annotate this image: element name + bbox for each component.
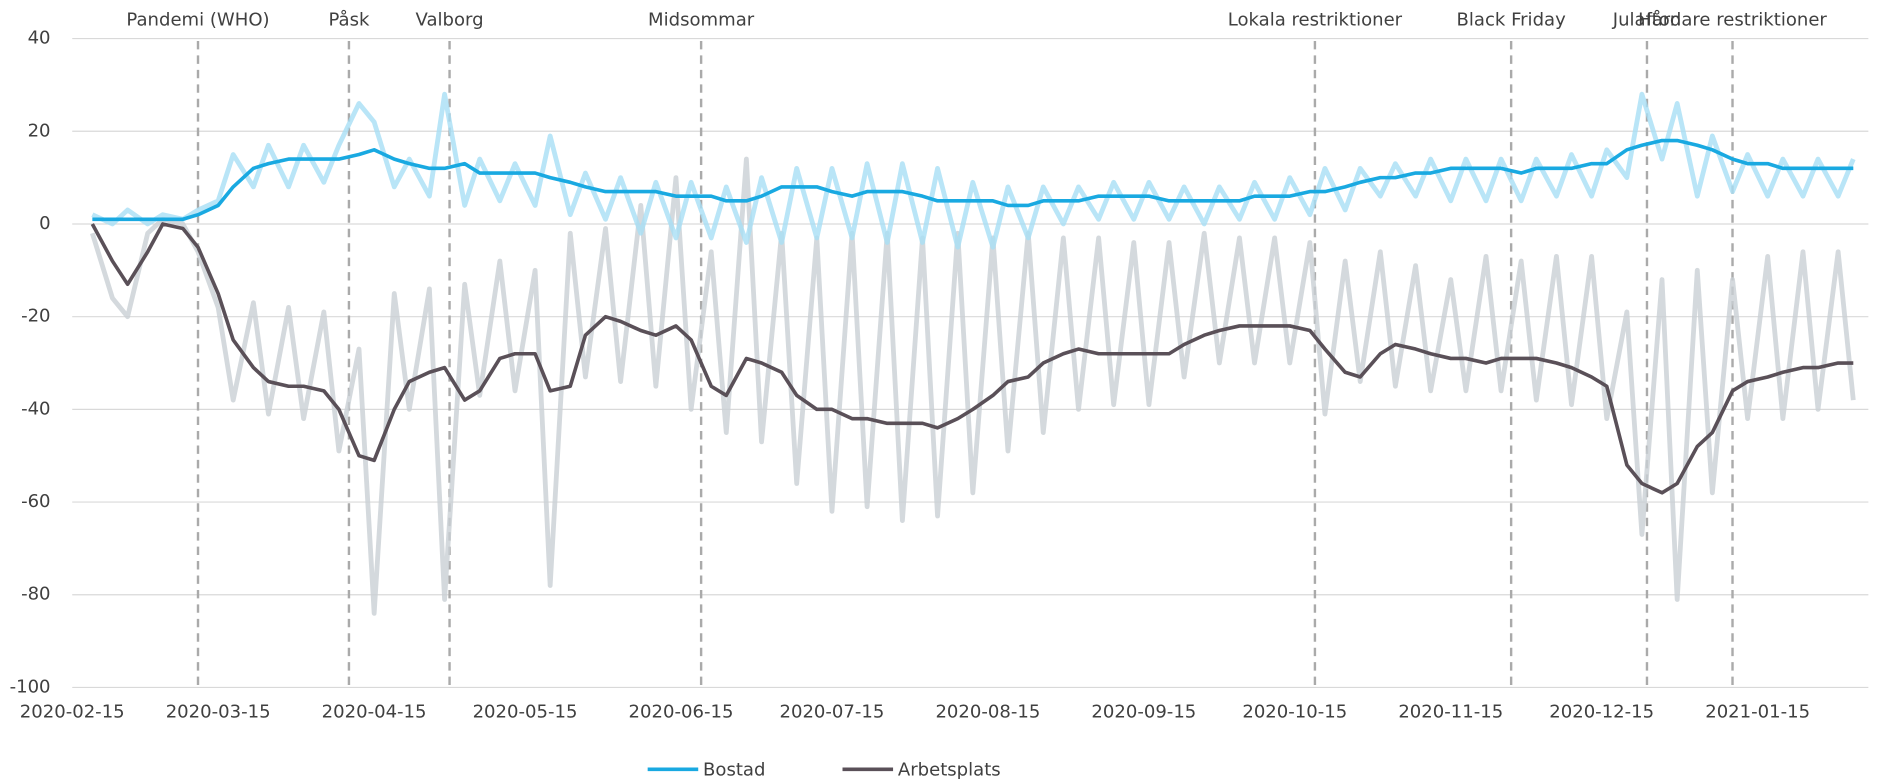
x-tick-label: 2020-04-15 (322, 702, 427, 723)
y-tick-label: -40 (21, 398, 50, 419)
x-tick-label: 2020-08-15 (935, 702, 1040, 723)
y-tick-label: -20 (21, 306, 50, 327)
y-tick-label: -100 (10, 676, 51, 697)
x-tick-label: 2020-10-15 (1242, 702, 1347, 723)
series-line (91, 91, 1856, 250)
y-tick-label: 40 (28, 28, 51, 49)
x-tick-label: 2020-03-15 (166, 702, 271, 723)
event-label: Pandemi (WHO) (126, 10, 269, 31)
series-line (90, 222, 1854, 495)
x-tick-label: 2020-11-15 (1398, 702, 1503, 723)
event-label: Hårdare restriktioner (1638, 10, 1827, 31)
x-tick-label: 2020-06-15 (629, 702, 734, 723)
y-tick-label: -80 (21, 584, 50, 605)
x-tick-label: 2020-09-15 (1091, 702, 1196, 723)
series-line (92, 138, 1854, 222)
y-tick-label: 20 (28, 120, 51, 141)
event-label: Påsk (328, 10, 370, 31)
series-line (90, 156, 1856, 616)
event-label: Midsommar (648, 10, 755, 31)
y-tick-label: 0 (39, 213, 50, 234)
x-tick-label: 2020-12-15 (1549, 702, 1654, 723)
legend-label: Arbetsplats (898, 760, 1001, 779)
x-tick-label: 2021-01-15 (1705, 702, 1810, 723)
event-label: Julafton (1612, 10, 1681, 31)
event-label: Black Friday (1457, 10, 1567, 31)
x-tick-label: 2020-07-15 (779, 702, 884, 723)
x-tick-label: 2020-02-15 (20, 702, 125, 723)
x-tick-label: 2020-05-15 (473, 702, 578, 723)
event-label: Valborg (416, 10, 484, 31)
y-tick-label: -60 (21, 491, 50, 512)
legend-label: Bostad (703, 760, 765, 779)
event-label: Lokala restriktioner (1228, 10, 1403, 31)
